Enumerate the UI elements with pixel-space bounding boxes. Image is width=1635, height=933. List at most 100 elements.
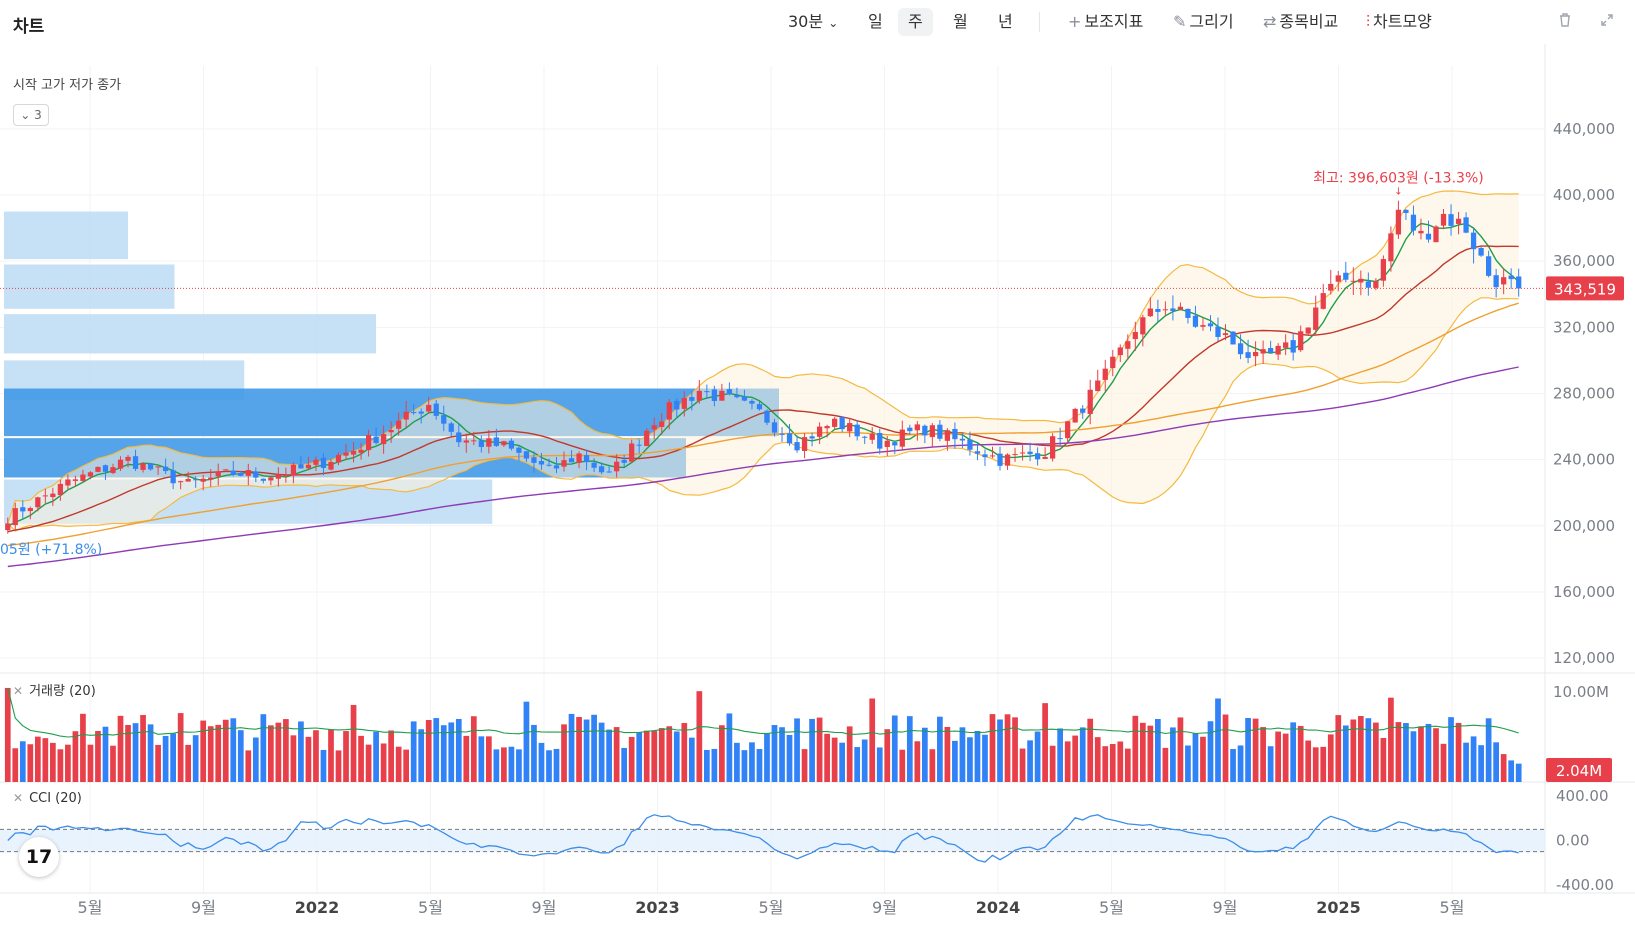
candle — [892, 442, 898, 446]
current-price-label: 343,519 — [1554, 280, 1616, 298]
candle — [20, 507, 26, 512]
period-tab-year[interactable]: 년 — [998, 12, 1013, 31]
indicator-button[interactable]: + 보조지표 — [1058, 8, 1153, 36]
volume-bar — [102, 726, 109, 782]
candle — [1403, 209, 1409, 213]
candle — [816, 426, 823, 437]
candle — [877, 432, 883, 449]
cci-band-area — [0, 829, 1545, 852]
volume-bar — [448, 722, 455, 782]
candle — [1350, 280, 1356, 282]
volume-bar — [876, 747, 883, 782]
volume-bar — [1162, 747, 1169, 782]
volume-bar — [1072, 735, 1079, 782]
candle — [1485, 256, 1492, 276]
volume-bar — [1207, 721, 1214, 782]
candle — [696, 390, 702, 401]
expand-icon[interactable] — [1594, 9, 1620, 35]
candle — [1087, 389, 1093, 414]
candle — [1418, 230, 1424, 234]
candle — [388, 430, 394, 433]
candle — [974, 451, 981, 454]
draw-button[interactable]: ✎ 그리기 — [1163, 8, 1244, 36]
candle — [719, 390, 725, 401]
candle — [1440, 213, 1447, 226]
collapsed-count: 3 — [34, 108, 42, 122]
high-annotation: 최고: 396,603원 (-13.3%) — [1313, 171, 1484, 187]
compare-button[interactable]: ⇄ 종목비교 — [1253, 8, 1348, 36]
volume-bar — [719, 725, 725, 782]
volume-bar — [846, 726, 853, 782]
volume-bar — [395, 746, 402, 782]
candle — [238, 472, 244, 476]
candle — [989, 455, 996, 457]
volume-bar — [283, 719, 289, 782]
candle — [65, 479, 71, 486]
volume-bar — [952, 740, 958, 782]
candle — [553, 465, 560, 469]
close-icon[interactable]: ✕ — [13, 791, 24, 805]
volume-bar — [1508, 760, 1515, 782]
candle — [1222, 333, 1229, 336]
candle — [1080, 408, 1086, 413]
candle — [1237, 343, 1244, 355]
volume-bar — [606, 729, 612, 782]
price-axis-tick-label: 160,000 — [1553, 583, 1615, 601]
volume-bar — [944, 726, 951, 782]
candle — [185, 478, 191, 482]
candle — [426, 404, 432, 412]
close-icon[interactable]: ✕ — [13, 684, 24, 698]
volume-bar — [4, 687, 11, 782]
volume-bar — [1455, 722, 1462, 782]
volume-bar — [485, 736, 492, 782]
candle — [516, 447, 522, 453]
volume-bar — [1403, 723, 1409, 782]
volume-bar — [260, 714, 267, 782]
candle — [403, 411, 409, 420]
volume-bar — [839, 742, 846, 782]
volume-bar — [275, 722, 282, 782]
trash-icon[interactable] — [1552, 9, 1578, 35]
tradingview-logo-icon[interactable]: 17 — [19, 837, 59, 877]
period-tab-week[interactable]: 주 — [898, 8, 933, 36]
candle — [1215, 326, 1221, 337]
volume-bar — [425, 719, 432, 782]
candle — [456, 432, 462, 443]
volume-bar — [493, 749, 500, 782]
time-axis-tick-label: 2023 — [635, 898, 680, 917]
volume-bar — [1117, 741, 1124, 782]
volume-bar — [1425, 723, 1432, 782]
candle — [749, 400, 755, 404]
period-tab-day[interactable]: 일 — [868, 12, 883, 31]
volume-bar — [1057, 728, 1064, 782]
volume-bar — [298, 721, 304, 782]
volume-bar — [27, 744, 34, 782]
volume-bar — [553, 748, 560, 782]
volume-bar — [1215, 698, 1221, 782]
volume-bar — [230, 718, 237, 782]
volume-bar — [666, 726, 673, 782]
interval-dropdown[interactable]: 30분 ⌄ — [778, 8, 848, 36]
candle — [1455, 218, 1462, 224]
chart-style-button[interactable]: ⫶ 차트모양 — [1356, 8, 1442, 36]
candle — [463, 440, 469, 443]
candle — [27, 508, 33, 512]
volume-bar — [19, 741, 26, 782]
volume-bar — [734, 742, 740, 782]
candle — [862, 436, 868, 438]
candle — [245, 470, 251, 476]
indicator-collapse-button[interactable]: ⌄ 3 — [13, 104, 49, 126]
period-tab-month[interactable]: 월 — [953, 12, 968, 31]
candle — [102, 465, 109, 472]
candle — [1283, 342, 1289, 348]
candle — [832, 418, 838, 427]
volume-bar — [478, 736, 485, 782]
volume-bar — [891, 715, 898, 782]
volume-bar — [110, 745, 116, 782]
candle — [1200, 325, 1206, 327]
volume-bar — [756, 749, 763, 782]
volume-bar — [1433, 728, 1439, 782]
candle — [283, 474, 289, 476]
volume-bar — [764, 733, 770, 782]
